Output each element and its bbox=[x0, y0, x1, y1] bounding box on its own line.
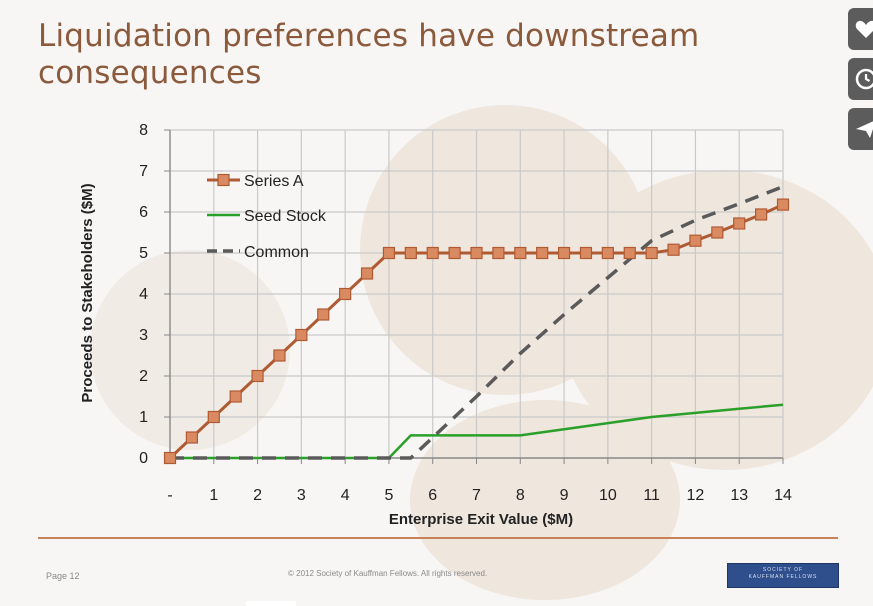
series-a-marker bbox=[360, 267, 374, 280]
series-line-common bbox=[170, 184, 784, 460]
logo-line-2: KAUFFMAN FELLOWS bbox=[748, 574, 818, 580]
x-tick-label: 10 bbox=[599, 487, 617, 504]
series-a-marker bbox=[514, 246, 527, 260]
y-tick-label: 4 bbox=[139, 286, 148, 303]
series-a-marker bbox=[251, 369, 264, 383]
series-a-marker bbox=[185, 431, 198, 444]
y-tick-label: 7 bbox=[139, 163, 148, 180]
legend-label: Seed Stock bbox=[244, 208, 327, 225]
series-a-marker bbox=[711, 226, 724, 239]
x-tick-label: 6 bbox=[428, 487, 437, 504]
slide-title: Liquidation preferences have downstream … bbox=[38, 18, 700, 91]
series-a-marker bbox=[536, 246, 549, 260]
watch-later-button[interactable] bbox=[848, 58, 873, 100]
like-button[interactable] bbox=[848, 8, 873, 50]
series-a-marker bbox=[601, 246, 614, 260]
series-line-seed-stock bbox=[170, 403, 784, 460]
share-button[interactable] bbox=[848, 108, 873, 150]
series-a-marker bbox=[404, 246, 417, 260]
series-a-marker bbox=[295, 328, 308, 342]
series-a-marker bbox=[163, 451, 177, 465]
heart-icon bbox=[855, 20, 873, 38]
x-tick-label: 11 bbox=[643, 487, 660, 504]
y-tick-label: 0 bbox=[139, 450, 148, 467]
x-tick-label: 1 bbox=[209, 487, 218, 504]
series-a-marker bbox=[448, 246, 461, 260]
series-a-marker bbox=[426, 246, 439, 260]
progress-indicator bbox=[246, 601, 296, 606]
copyright-notice: © 2012 Society of Kauffman Fellows. All … bbox=[288, 569, 488, 578]
legend-label: Series A bbox=[244, 173, 304, 190]
x-tick-label: 2 bbox=[253, 487, 262, 504]
background-decoration bbox=[410, 400, 680, 600]
series-a-marker bbox=[229, 390, 242, 403]
y-tick-label: 1 bbox=[139, 409, 148, 426]
series-a-marker bbox=[645, 246, 658, 260]
clock-icon bbox=[855, 68, 873, 90]
x-tick-label: 13 bbox=[730, 487, 748, 504]
x-tick-label: - bbox=[167, 487, 172, 504]
series-a-marker bbox=[492, 246, 505, 260]
legend-label: Common bbox=[244, 244, 309, 261]
series-a-marker bbox=[623, 246, 636, 260]
series-a-marker bbox=[207, 410, 220, 424]
series-a-marker bbox=[557, 246, 571, 260]
y-tick-label: 8 bbox=[139, 122, 148, 139]
send-icon bbox=[856, 121, 873, 138]
series-a-marker bbox=[273, 349, 286, 362]
x-tick-label: 7 bbox=[472, 487, 481, 504]
y-tick-label: 3 bbox=[139, 327, 148, 344]
series-a-marker bbox=[733, 217, 746, 230]
series-a-marker bbox=[339, 287, 352, 301]
x-tick-label: 3 bbox=[297, 487, 306, 504]
y-tick-label: 5 bbox=[139, 245, 148, 262]
x-tick-label: 4 bbox=[341, 487, 350, 504]
kauffman-logo: SOCIETY OF KAUFFMAN FELLOWS bbox=[727, 563, 839, 588]
y-tick-label: 2 bbox=[139, 368, 148, 385]
series-a-marker bbox=[776, 198, 790, 211]
logo-line-1: SOCIETY OF bbox=[762, 567, 804, 573]
x-tick-label: 14 bbox=[774, 487, 792, 504]
y-axis-title: Proceeds to Stakeholders ($M) bbox=[79, 183, 96, 402]
x-tick-label: 9 bbox=[560, 487, 569, 504]
series-a-marker bbox=[382, 246, 396, 260]
x-tick-label: 8 bbox=[516, 487, 525, 504]
series-a-marker bbox=[667, 243, 680, 256]
series-a-marker bbox=[755, 208, 768, 221]
legend-marker bbox=[217, 173, 230, 187]
x-tick-label: 5 bbox=[384, 487, 393, 504]
page-number: Page 12 bbox=[46, 571, 80, 581]
x-axis-title: Enterprise Exit Value ($M) bbox=[389, 511, 573, 528]
series-a-marker bbox=[579, 246, 593, 260]
y-tick-label: 6 bbox=[139, 204, 148, 221]
series-a-marker bbox=[317, 308, 330, 321]
series-a-marker bbox=[689, 234, 702, 247]
legend: Series A Seed Stock Common bbox=[207, 173, 327, 261]
series-a-marker bbox=[470, 246, 483, 260]
footer-divider bbox=[38, 537, 838, 539]
x-tick-label: 12 bbox=[687, 487, 705, 504]
